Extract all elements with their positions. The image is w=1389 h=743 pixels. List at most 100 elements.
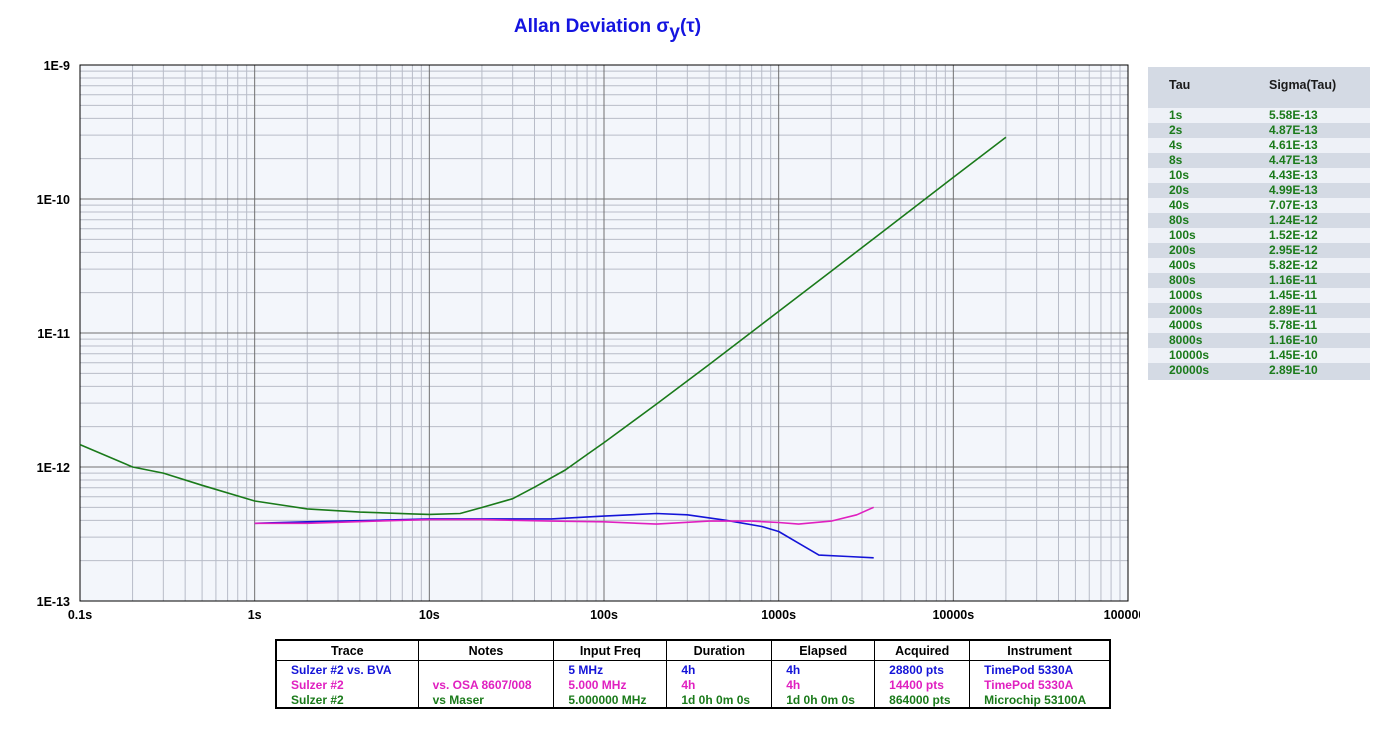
- sigma-value: 4.47E-13: [1269, 153, 1318, 167]
- y-tick-label: 1E-10: [37, 193, 70, 207]
- trace-legend-table: Trace Notes Input Freq Duration Elapsed Acqui…: [275, 639, 1111, 709]
- legend-cell: 1d 0h 0m 0s: [666, 693, 773, 708]
- tau-value: 20000s: [1169, 363, 1210, 377]
- tau-value: 800s: [1169, 273, 1196, 287]
- tau-row: 1000s 1.45E-11: [1148, 288, 1370, 303]
- legend-row: Sulzer #2 vs Maser 5.000000 MHz 1d 0h 0m 0s…: [277, 693, 1109, 708]
- tau-row: 4000s 5.78E-11: [1148, 318, 1370, 333]
- legend-cell: Sulzer #2: [277, 693, 419, 708]
- legend-cell: 4h: [771, 678, 876, 693]
- legend-cell: Sulzer #2: [277, 678, 419, 693]
- tau-row: 1s 5.58E-13: [1148, 108, 1370, 123]
- legend-row: Sulzer #2 vs. BVA 5 MHz 4h 4h 28800 pts TimeP…: [277, 660, 1109, 678]
- tau-header: Tau: [1169, 78, 1191, 92]
- tau-sigma-table: Tau Sigma(Tau) 1s 5.58E-13 2s 4.87E-13 4s 4.6…: [1148, 67, 1370, 380]
- tau-value: 8000s: [1169, 333, 1203, 347]
- legend-cell: 5.000000 MHz: [553, 693, 668, 708]
- tau-row: 2s 4.87E-13: [1148, 123, 1370, 138]
- tau-value: 100s: [1169, 228, 1196, 242]
- tau-value: 200s: [1169, 243, 1196, 257]
- series-line-3: [254, 506, 875, 525]
- x-tick-label: 100000s: [1104, 608, 1140, 622]
- y-tick-label: 1E-9: [44, 59, 70, 73]
- x-tick-label: 1000s: [761, 608, 796, 622]
- sigma-value: 1.16E-10: [1269, 333, 1318, 347]
- series-line-1: [79, 136, 1007, 516]
- legend-cell: 14400 pts: [874, 678, 971, 693]
- tau-value: 40s: [1169, 198, 1190, 212]
- tau-value: 4000s: [1169, 318, 1203, 332]
- tau-value: 2s: [1169, 123, 1183, 137]
- legend-cell: 4h: [771, 660, 876, 678]
- tau-row: 10000s 1.45E-10: [1148, 348, 1370, 363]
- tau-row: 8s 4.47E-13: [1148, 153, 1370, 168]
- tick-labels: 0.1s 1s 10s 100s 1000s 10000s 100000s 1E-9 1E-10…: [37, 59, 1140, 622]
- legend-cell: TimePod 5330A: [984, 678, 1074, 692]
- sigma-value: 1.52E-12: [1269, 228, 1318, 242]
- sigma-value: 2.89E-10: [1269, 363, 1318, 377]
- sigma-value: 1.24E-12: [1269, 213, 1318, 227]
- legend-header-cell: Trace: [277, 641, 419, 661]
- legend-header-row: Trace Notes Input Freq Duration Elapsed Acqui…: [277, 641, 1109, 661]
- chart-title-main: Allan Deviation σ: [513, 16, 670, 37]
- tau-row: 20000s 2.89E-10: [1148, 363, 1370, 378]
- legend-cell: 864000 pts: [874, 693, 971, 708]
- sigma-value: 1.45E-10: [1269, 348, 1318, 362]
- sigma-value: 1.45E-11: [1269, 288, 1318, 302]
- legend-header-cell: Elapsed: [771, 641, 876, 661]
- legend-cell: 5.000 MHz: [553, 678, 668, 693]
- tau-value: 4s: [1169, 138, 1183, 152]
- chart-title-tail: (τ): [679, 16, 702, 37]
- sigma-value: 1.16E-11: [1269, 273, 1318, 287]
- plot-frame: [79, 64, 1129, 602]
- tau-value: 10000s: [1169, 348, 1210, 362]
- y-tick-label: 1E-12: [37, 461, 70, 475]
- tau-row: 40s 7.07E-13: [1148, 198, 1370, 213]
- tau-row: 80s 1.24E-12: [1148, 213, 1370, 228]
- legend-header-cell: Notes: [418, 641, 555, 661]
- tau-row: 200s 2.95E-12: [1148, 243, 1370, 258]
- legend-header-cell: Instrument: [969, 641, 1109, 661]
- sigma-value: 4.43E-13: [1269, 168, 1318, 182]
- tau-rows: 1s 5.58E-13 2s 4.87E-13 4s 4.61E-13 8s 4.47E-13…: [1148, 108, 1370, 378]
- tau-value: 10s: [1169, 168, 1190, 182]
- sigma-value: 4.61E-13: [1269, 138, 1318, 152]
- series-lines: [79, 136, 1007, 559]
- legend-cell: [418, 660, 555, 678]
- sigma-value: 2.89E-11: [1269, 303, 1318, 317]
- legend-cell: 28800 pts: [874, 660, 971, 678]
- tau-row: 8000s 1.16E-10: [1148, 333, 1370, 348]
- sigma-value: 4.99E-13: [1269, 183, 1318, 197]
- sigma-value: 2.95E-12: [1269, 243, 1318, 257]
- legend-row: Sulzer #2 vs. OSA 8607/008 5.000 MHz 4h 4h 14…: [277, 678, 1109, 693]
- tau-value: 1000s: [1169, 288, 1203, 302]
- legend-cell: vs. OSA 8607/008: [418, 678, 555, 693]
- tau-row: 400s 5.82E-12: [1148, 258, 1370, 273]
- legend-cell: 1d 0h 0m 0s: [771, 693, 876, 708]
- legend-header-cell: Duration: [666, 641, 773, 661]
- sigma-value: 5.58E-13: [1269, 108, 1318, 122]
- legend-cell: Sulzer #2 vs. BVA: [277, 660, 419, 678]
- tau-row: 2000s 2.89E-11: [1148, 303, 1370, 318]
- tau-value: 1s: [1169, 108, 1183, 122]
- x-tick-label: 1s: [248, 608, 262, 622]
- x-tick-label: 10s: [419, 608, 440, 622]
- sigma-value: 5.78E-11: [1269, 318, 1318, 332]
- tau-row: 4s 4.61E-13: [1148, 138, 1370, 153]
- sigma-value: 5.82E-12: [1269, 258, 1318, 272]
- chart-title-subscript: y: [669, 22, 680, 43]
- tau-value: 20s: [1169, 183, 1190, 197]
- tau-row: 20s 4.99E-13: [1148, 183, 1370, 198]
- y-tick-label: 1E-11: [37, 327, 70, 341]
- legend-cell: 4h: [666, 660, 773, 678]
- tau-row: 100s 1.52E-12: [1148, 228, 1370, 243]
- x-tick-label: 100s: [590, 608, 618, 622]
- allan-deviation-plot: 0.1s 1s 10s 100s 1000s 10000s 100000s 1E-9 1E-10…: [37, 59, 1140, 622]
- legend-cell: vs Maser: [418, 693, 555, 708]
- sigma-header: Sigma(Tau): [1269, 78, 1337, 92]
- sigma-value: 4.87E-13: [1269, 123, 1318, 137]
- sigma-value: 7.07E-13: [1269, 198, 1318, 212]
- x-tick-label: 10000s: [932, 608, 974, 622]
- tau-value: 8s: [1169, 153, 1183, 167]
- legend-cell: TimePod 5330A: [984, 663, 1074, 677]
